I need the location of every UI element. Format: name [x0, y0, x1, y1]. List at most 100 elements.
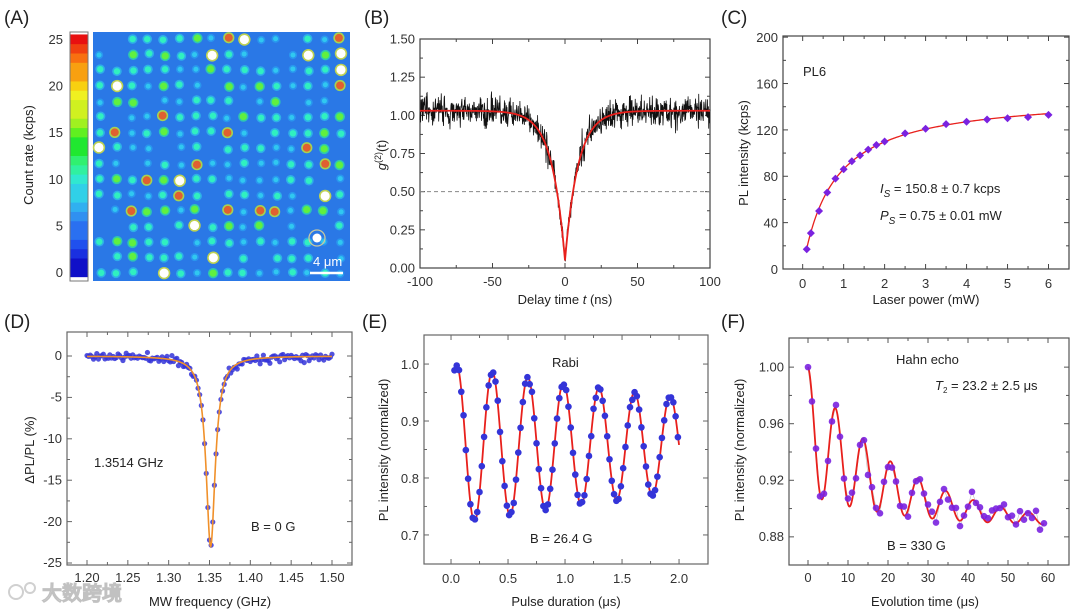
- emitter-spot: [192, 160, 201, 169]
- data-point: [301, 359, 307, 366]
- data-point: [551, 440, 559, 447]
- emitter-spot: [241, 66, 248, 74]
- data-point: [847, 157, 856, 166]
- emitter-spot: [257, 114, 265, 122]
- data-point: [856, 151, 865, 160]
- data-point: [560, 381, 568, 388]
- emitter-spot: [304, 35, 311, 42]
- data-point: [962, 117, 971, 126]
- colorbar-band: [70, 248, 88, 259]
- emitter-spot: [226, 175, 232, 181]
- emitter-spot: [194, 82, 200, 88]
- colorbar-tick-label: 20: [49, 79, 63, 94]
- emitter-spot: [114, 143, 121, 151]
- emitter-spot: [273, 269, 279, 275]
- data-point: [480, 433, 488, 441]
- colorbar-band: [70, 202, 88, 212]
- emitter-spot: [306, 100, 312, 106]
- emitter-spot: [305, 161, 313, 168]
- emitter-spot: [334, 33, 343, 42]
- x-tick-label: 1.20: [74, 570, 99, 585]
- e-x-axis-label: Pulse duration (μs): [511, 594, 620, 609]
- emitter-spot: [130, 224, 137, 231]
- data-point: [542, 506, 549, 514]
- y-tick-label: 0.92: [759, 472, 784, 487]
- f-annotation-t2: T2 = 23.2 ± 2.5 μs: [935, 378, 1038, 395]
- emitter-spot: [96, 238, 103, 245]
- emitter-spot: [178, 207, 184, 213]
- emitter-spot: [336, 113, 344, 121]
- data-point: [567, 424, 575, 431]
- data-point: [476, 488, 483, 496]
- emitter-spot: [257, 177, 263, 183]
- data-point: [956, 522, 964, 530]
- emitter-spot: [289, 193, 295, 199]
- emitter-spot: [226, 239, 233, 247]
- emitter-spot: [304, 270, 310, 276]
- panel-b-g2: -100 -50 0 50 100 0.00 0.25 0.50 0.75 1.00 1.25 1.5…: [390, 32, 721, 289]
- panel-c-saturation: 0 1 2 3 4 5 6 0 40 80 120 160 200: [756, 30, 1070, 291]
- emitter-spot: [305, 177, 313, 184]
- f-x-axis-label: Evolution time (μs): [871, 594, 979, 609]
- x-tick-label: 1.30: [156, 570, 181, 585]
- emitter-spot: [289, 130, 297, 137]
- x-tick-label: 100: [699, 274, 721, 289]
- data-point: [174, 355, 180, 361]
- colorbar-band: [70, 90, 88, 101]
- e-y-axis-label: PL intensity (normalized): [376, 379, 391, 522]
- data-point: [802, 245, 811, 254]
- is-sub: S: [884, 189, 891, 200]
- t2-symbol: T: [935, 378, 944, 393]
- y-tick-label: 1.00: [759, 359, 784, 374]
- data-point: [872, 140, 881, 149]
- emitter-spot: [209, 269, 217, 277]
- y-tick-label: -10: [43, 431, 62, 446]
- emitter-spot: [113, 160, 119, 166]
- data-point: [599, 397, 606, 405]
- emitter-spot: [338, 209, 344, 215]
- plot-frame: [419, 38, 711, 269]
- emitter-spot: [177, 131, 183, 137]
- data-point: [267, 360, 273, 366]
- colorbar-label: Count rate (kcps): [21, 105, 36, 205]
- data-point: [514, 449, 522, 456]
- emitter-spot: [321, 159, 330, 168]
- x-tick-label: 1.25: [115, 570, 140, 585]
- emitter-spot: [113, 98, 121, 106]
- panel-a-pl-map: 0 5 10 15 20 25: [49, 31, 350, 282]
- data-point: [831, 174, 840, 183]
- y-tick-label: 160: [756, 76, 778, 91]
- data-point: [642, 463, 650, 470]
- data-point: [1012, 521, 1020, 528]
- emitter-spot: [274, 254, 281, 262]
- y-tick-label: 40: [764, 216, 778, 231]
- data-point: [872, 504, 880, 512]
- emitter-spot: [114, 253, 121, 260]
- emitter-spot: [129, 191, 135, 197]
- emitter-spot: [320, 129, 328, 137]
- emitter-spot: [322, 66, 329, 73]
- emitter-spot: [192, 254, 198, 260]
- data-point: [164, 353, 170, 360]
- emitter-spot: [189, 220, 200, 231]
- data-point: [1036, 526, 1044, 533]
- d-y-axis-label: ΔPL/PL (%): [22, 416, 37, 483]
- emitter-spot: [335, 161, 344, 169]
- emitter-spot: [97, 100, 103, 106]
- data-point: [658, 434, 666, 442]
- emitter-spot: [95, 190, 103, 198]
- data-point: [492, 378, 499, 385]
- data-point: [562, 386, 570, 394]
- colorbar-band: [70, 80, 88, 91]
- data-point: [1028, 514, 1036, 522]
- emitter-spot: [176, 99, 182, 105]
- x-tick-label: 10: [841, 570, 855, 585]
- y-tick-label: 0.75: [390, 146, 415, 161]
- e-annotation-title: Rabi: [552, 355, 579, 370]
- data-point: [624, 422, 632, 429]
- data-point: [549, 466, 556, 473]
- d-x-axis-label: MW frequency (GHz): [149, 594, 271, 609]
- x-tick-label: 0.0: [442, 571, 460, 586]
- data-point: [806, 229, 815, 238]
- y-tick-label: 0.7: [401, 528, 419, 543]
